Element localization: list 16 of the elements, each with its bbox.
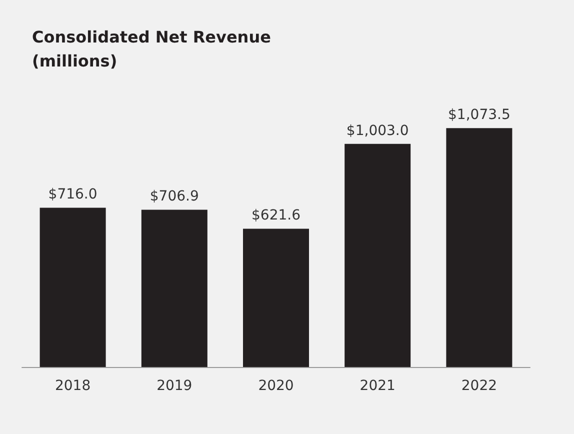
chart-title: Consolidated Net Revenue (millions): [32, 28, 276, 70]
bar: [40, 208, 106, 367]
bar: [344, 144, 411, 367]
data-label: $706.9: [150, 188, 199, 205]
x-tick-label: 2021: [360, 378, 396, 394]
x-tick-label: 2020: [258, 378, 294, 394]
data-label: $716.0: [48, 186, 98, 203]
bar: [141, 210, 208, 367]
bar: [243, 228, 309, 367]
data-label: $1,003.0: [346, 122, 409, 139]
data-label: $621.6: [252, 208, 301, 224]
data-label: $1,073.5: [448, 107, 510, 124]
x-tick-label: 2018: [54, 378, 91, 394]
x-tick-label: 2022: [461, 378, 498, 394]
bar: [446, 128, 512, 367]
x-tick-label: 2019: [156, 378, 192, 394]
